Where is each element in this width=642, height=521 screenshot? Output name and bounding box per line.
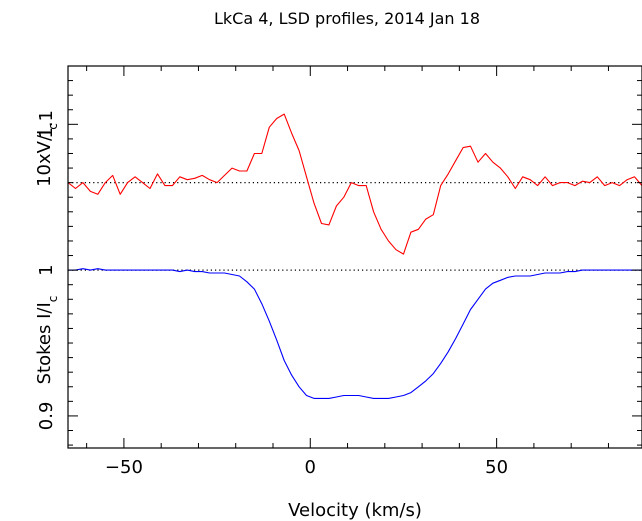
y-tick-label: 1.1: [36, 110, 57, 139]
chart-title: LkCa 4, LSD profiles, 2014 Jan 18: [214, 9, 480, 28]
series-line-1: [68, 268, 642, 399]
ticks-layer: [68, 65, 642, 448]
y-tick-label: 0.9: [36, 402, 57, 431]
tick-labels: −50 0 50 0.9 1 1.1: [36, 110, 508, 478]
y-axis-label-stokes: Stokes I/Ic: [34, 296, 60, 385]
series-line-0: [67, 113, 642, 255]
x-tick-label: 0: [305, 457, 316, 478]
x-tick-label: 50: [485, 457, 508, 478]
plot-frame: [67, 65, 642, 449]
x-tick-label: −50: [105, 457, 143, 478]
y-tick-label: 1: [36, 264, 57, 275]
y-axis-label-stokes-v: 10xV/Ic: [34, 123, 60, 187]
reference-lines: [68, 182, 642, 271]
x-axis-label: Velocity (km/s): [288, 500, 422, 521]
series-layer: [67, 113, 642, 399]
